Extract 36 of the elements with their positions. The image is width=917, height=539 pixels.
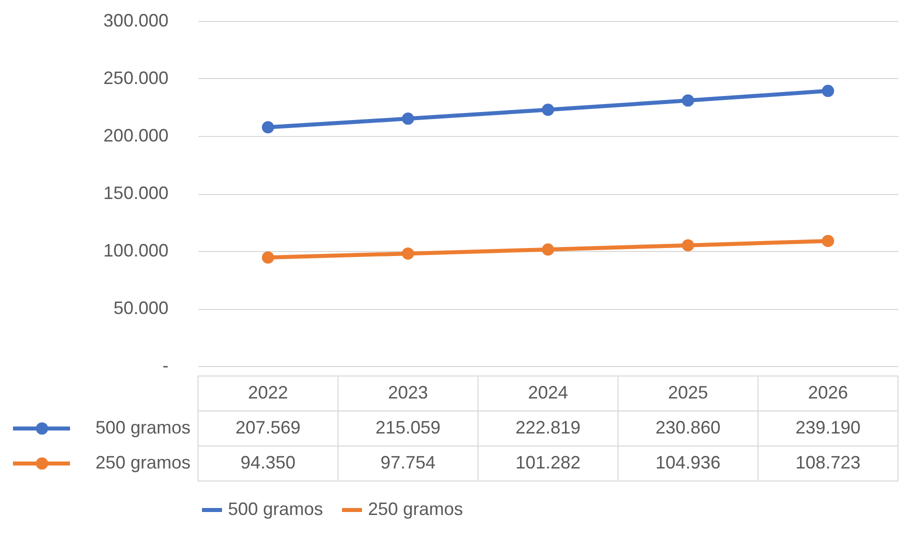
y-tick-label: 100.000 — [103, 240, 168, 260]
data-label: 101.282 — [515, 452, 581, 472]
data-label: 230.860 — [655, 418, 721, 438]
point — [822, 84, 834, 98]
text: 500 gramos — [228, 499, 324, 519]
x-tick-label: 2025 — [668, 382, 708, 402]
point — [402, 247, 414, 260]
point — [402, 112, 414, 125]
point — [542, 104, 554, 116]
point — [822, 234, 834, 248]
point — [682, 239, 694, 252]
point — [262, 251, 274, 264]
y-tick-label: 50.000 — [113, 298, 168, 318]
x-tick-label: 2026 — [808, 382, 848, 402]
x-tick-label: 2023 — [388, 382, 428, 402]
y-tick-label: - — [162, 356, 168, 376]
data-label: 222.819 — [515, 418, 581, 438]
data-label: 108.723 — [795, 452, 861, 472]
data-label: 239.190 — [795, 418, 861, 438]
data-label: 94.350 — [240, 452, 296, 472]
legend-label: 500 gramos — [95, 418, 190, 438]
data-label: 207.569 — [235, 418, 301, 438]
data-label: 104.936 — [655, 452, 721, 472]
point — [542, 243, 554, 256]
y-tick-label: 300.000 — [103, 10, 168, 30]
point — [682, 94, 694, 107]
x-tick-label: 2024 — [528, 382, 568, 402]
legend-label: 250 gramos — [95, 452, 190, 472]
text: 250 gramos — [368, 499, 464, 519]
point — [262, 121, 274, 134]
data-label: 215.059 — [375, 418, 441, 438]
data-label: 97.754 — [380, 452, 436, 472]
y-tick-label: 150.000 — [103, 183, 168, 203]
y-tick-label: 200.000 — [103, 126, 168, 146]
x-tick-label: 2022 — [248, 382, 288, 402]
y-tick-label: 250.000 — [103, 68, 168, 88]
